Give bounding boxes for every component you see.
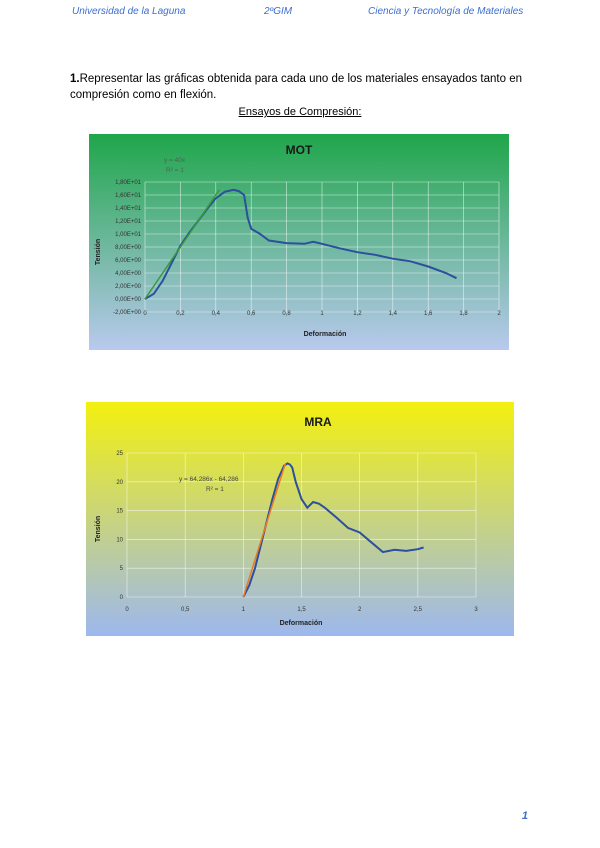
question-paragraph: 1.Representar las gráficas obtenida para… [70,71,540,103]
mra-chart-background [86,402,514,636]
mot-chart-background [89,134,509,350]
mra-y-tick-label: 25 [116,451,123,457]
mra-y-tick-label: 10 [116,537,123,543]
mra-x-tick-label: 1,5 [297,607,306,613]
mot-y-tick-label: 8,00E+00 [115,245,142,251]
mot-r-squared-label: R² = 1 [166,167,184,174]
mot-x-tick-label: 2 [497,311,501,317]
mot-y-tick-label: 1,80E+01 [115,180,142,186]
mra-x-tick-label: 2 [358,607,362,613]
mot-y-tick-label: 1,00E+01 [115,232,142,238]
mot-y-tick-label: 1,60E+01 [115,193,142,199]
mot-x-tick-label: 1 [320,311,324,317]
mra-y-tick-label: 20 [116,480,123,486]
mra-chart-title: MRA [304,415,332,429]
mra-trendline [242,463,286,598]
mra-x-tick-label: 0 [125,607,129,613]
mot-x-tick-label: 1,6 [424,311,433,317]
mot-y-tick-label: 1,40E+01 [115,206,142,212]
mot-y-tick-label: 1,20E+01 [115,219,142,225]
mra-equation-label: y = 64,286x - 64,286 [179,476,239,483]
mra-chart: 0 5 10 15 20 25 0 0,5 1 1,5 2 2,5 3 MRA y = 64,286x… [86,402,514,636]
question-number: 1. [70,73,80,85]
mra-x-tick-label: 0,5 [181,607,190,613]
section-title: Ensayos de Compresión: [238,106,362,118]
mot-x-tick-label: 1,4 [389,311,398,317]
mot-chart: -2,00E+00 0,00E+00 2,00E+00 4,00E+00 6,00E+0… [89,134,509,350]
mot-x-tick-label: 0,4 [212,311,221,317]
mot-x-tick-label: 1,8 [459,311,468,317]
mot-x-tick-label: 0,8 [282,311,291,317]
mra-x-tick-label: 1 [242,607,246,613]
mra-y-tick-label: 15 [116,509,123,515]
mot-x-tick-label: 0 [143,311,147,317]
mot-equation-label: y = 40x [164,157,186,164]
mot-x-axis-title: Deformación [304,331,347,338]
mra-x-tick-label: 2,5 [414,607,423,613]
mra-r-squared-label: R² = 1 [206,486,224,493]
mot-y-tick-label: 0,00E+00 [115,297,142,303]
header-course: 2ºGIM [264,6,293,17]
header-university: Universidad de la Laguna [72,6,186,17]
mra-x-axis-title: Deformación [280,620,323,627]
mot-x-tick-label: 0,2 [176,311,185,317]
mra-y-tick-label: 5 [120,566,124,572]
mra-x-tick-label: 3 [474,607,478,613]
mot-chart-title: MOT [286,143,313,157]
mra-y-axis-title: Tensión [95,516,102,542]
mot-x-tick-label: 0,6 [247,311,256,317]
header-subject: Ciencia y Tecnología de Materiales [368,6,524,17]
page-number: 1 [521,810,528,822]
mot-y-tick-label: 6,00E+00 [115,258,142,264]
mra-y-tick-label: 0 [120,595,124,601]
mot-y-tick-label: 4,00E+00 [115,271,142,277]
mot-trendline [144,189,220,300]
mot-y-tick-label: -2,00E+00 [113,310,142,316]
mot-y-axis-title: Tensión [95,239,102,265]
mot-y-tick-label: 2,00E+00 [115,284,142,290]
question-text: Representar las gráficas obtenida para c… [70,73,522,101]
mot-x-tick-label: 1,2 [353,311,362,317]
